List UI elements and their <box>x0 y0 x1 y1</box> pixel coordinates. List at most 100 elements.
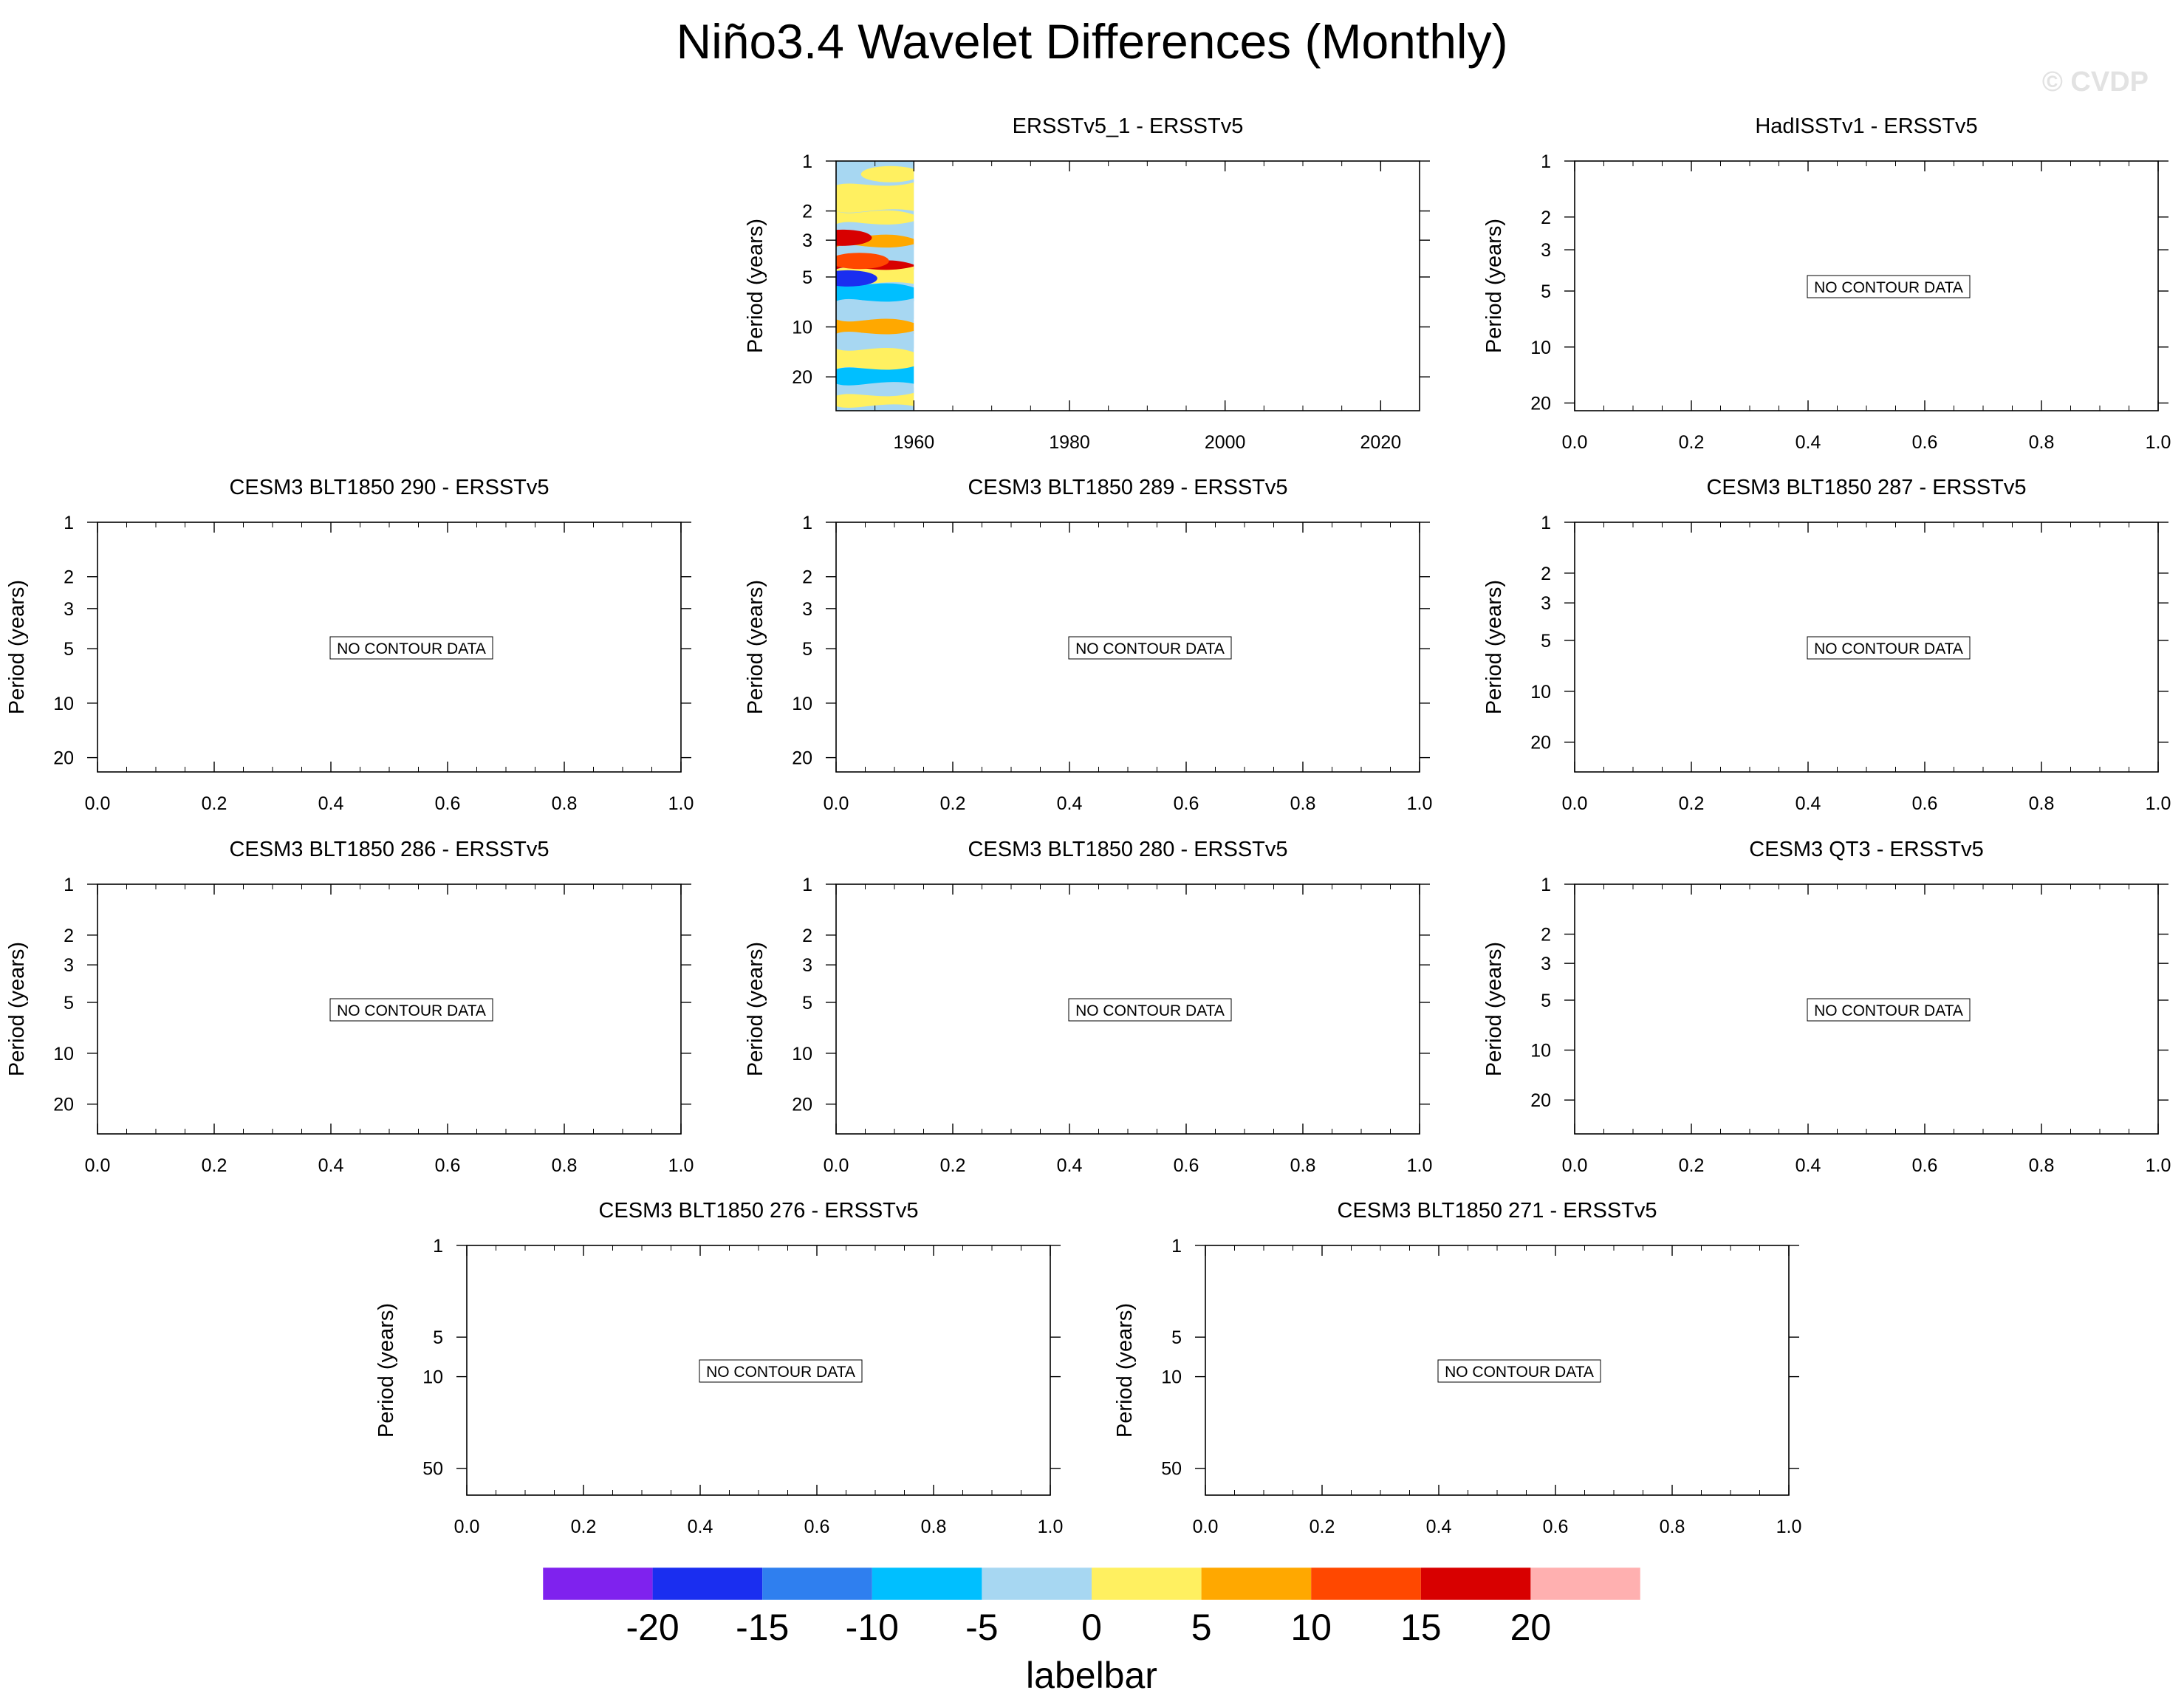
x-tick-label: 0.4 <box>1796 793 1821 814</box>
y-tick-label: 3 <box>802 599 812 620</box>
x-tick-label: 0.6 <box>435 1155 461 1176</box>
wavelet-band <box>836 348 914 372</box>
y-tick-label: 1 <box>802 151 812 172</box>
x-tick-label: 0.2 <box>1679 1155 1705 1176</box>
watermark: © CVDP <box>2041 66 2149 98</box>
y-tick-label: 10 <box>1530 682 1551 702</box>
no-data-box <box>329 998 493 1022</box>
x-tick-label: 0.4 <box>1796 1155 1821 1176</box>
colorbar-swatch <box>1092 1568 1202 1600</box>
y-tick-label: 20 <box>53 748 74 769</box>
panel-4: CESM3 BLT1850 289 - ERSSTv5 NO CONTOUR DA… <box>744 476 1432 814</box>
y-tick-label: 2 <box>64 567 74 588</box>
x-tick-label: 0.4 <box>1796 432 1821 453</box>
x-tick-label: 0.6 <box>1912 432 1938 453</box>
colorbar-swatch <box>543 1568 653 1600</box>
x-tick-label: 0.6 <box>1174 793 1199 814</box>
panel-8: CESM3 QT3 - ERSSTv5 NO CONTOUR DATA 0.0 0.2… <box>1482 838 2171 1176</box>
y-tick-label: 10 <box>53 694 74 714</box>
x-tick-label: 0.2 <box>940 1155 966 1176</box>
y-tick-label: 2 <box>802 202 812 222</box>
wavelet-blob <box>836 253 889 270</box>
colorbar-tick-label: 20 <box>1510 1607 1552 1648</box>
y-tick-label: 10 <box>792 694 812 714</box>
y-axis-label: Period (years) <box>5 580 29 714</box>
panel-2: HadISSTv1 - ERSSTv5 NO CONTOUR DATA 0.0 0.2… <box>1482 114 2171 453</box>
x-tick-label: 1.0 <box>1407 793 1433 814</box>
x-tick-label: 0.8 <box>2029 432 2055 453</box>
no-data-box <box>1437 1359 1601 1383</box>
wavelet-blob <box>836 270 877 287</box>
colorbar-swatch <box>1311 1568 1421 1600</box>
wavelet-blob <box>860 165 914 182</box>
no-data-label: NO CONTOUR DATA <box>1075 640 1225 657</box>
x-tick-label: 0.6 <box>1912 1155 1938 1176</box>
x-tick-label: 1.0 <box>668 793 694 814</box>
colorbar-swatch <box>872 1568 982 1600</box>
y-tick-label: 1 <box>1541 513 1551 533</box>
y-tick-label: 10 <box>422 1367 443 1388</box>
x-tick-label: 0.8 <box>1290 1155 1316 1176</box>
x-tick-label: 1.0 <box>2146 432 2171 453</box>
colorbar-swatch <box>652 1568 763 1600</box>
y-tick-label: 10 <box>53 1044 74 1064</box>
y-tick-label: 1 <box>1171 1236 1182 1257</box>
x-tick-label: 0.8 <box>552 1155 578 1176</box>
x-tick-label: 0.6 <box>1543 1517 1569 1537</box>
colorbar-tick-label: -5 <box>965 1607 998 1648</box>
x-tick-label: 0.4 <box>1057 1155 1083 1176</box>
colorbar-swatch <box>762 1568 872 1600</box>
y-tick-label: 20 <box>792 748 812 769</box>
x-tick-label: 1960 <box>894 432 935 453</box>
no-data-label: NO CONTOUR DATA <box>1814 1002 1963 1019</box>
y-tick-label: 5 <box>64 993 74 1013</box>
x-tick-label: 0.8 <box>1290 793 1316 814</box>
x-tick-label: 0.0 <box>454 1517 480 1537</box>
x-tick-label: 0.0 <box>1193 1517 1219 1537</box>
panel-title: CESM3 BLT1850 286 - ERSSTv5 <box>229 838 549 861</box>
x-tick-label: 1.0 <box>1407 1155 1433 1176</box>
panel-title: CESM3 QT3 - ERSSTv5 <box>1749 838 1983 861</box>
x-tick-label: 0.8 <box>2029 793 2055 814</box>
x-tick-label: 0.4 <box>1426 1517 1452 1537</box>
x-tick-label: 2020 <box>1360 432 1402 453</box>
y-axis-label: Period (years) <box>1482 219 1506 353</box>
x-tick-label: 0.4 <box>688 1517 713 1537</box>
x-tick-label: 0.0 <box>1562 432 1588 453</box>
y-tick-label: 1 <box>802 513 812 533</box>
y-tick-label: 5 <box>802 639 812 660</box>
x-tick-label: 1.0 <box>2146 1155 2171 1176</box>
y-tick-label: 20 <box>1530 394 1551 414</box>
x-tick-label: 0.6 <box>1912 793 1938 814</box>
y-axis-label: Period (years) <box>1482 580 1506 714</box>
y-tick-label: 1 <box>1541 875 1551 895</box>
y-tick-label: 3 <box>1541 593 1551 614</box>
y-tick-label: 20 <box>792 367 812 388</box>
figure-title: Niño3.4 Wavelet Differences (Monthly) <box>676 14 1508 69</box>
x-tick-label: 0.8 <box>2029 1155 2055 1176</box>
y-tick-label: 2 <box>802 567 812 588</box>
y-tick-label: 1 <box>1541 151 1551 172</box>
y-tick-label: 1 <box>64 875 74 895</box>
wavelet-band <box>836 283 914 304</box>
y-tick-label: 3 <box>802 230 812 251</box>
y-axis-label: Period (years) <box>1113 1303 1137 1438</box>
colorbar: -20 -15 -10 -5 0 5 10 15 20 labelbar <box>542 1567 1641 1696</box>
y-tick-label: 1 <box>433 1236 443 1257</box>
panel-title: ERSSTv5_1 - ERSSTv5 <box>1013 114 1244 138</box>
y-tick-label: 20 <box>792 1095 812 1115</box>
x-tick-label: 0.8 <box>552 793 578 814</box>
panel-1: ERSSTv5_1 - ERSSTv5 1960 1980 2000 2020 1 2 3 5 1… <box>744 114 1430 453</box>
no-data-label: NO CONTOUR DATA <box>1075 1002 1225 1019</box>
colorbar-swatch <box>982 1568 1092 1600</box>
y-tick-label: 3 <box>802 955 812 976</box>
no-data-label: NO CONTOUR DATA <box>1445 1364 1594 1381</box>
panel-3: CESM3 BLT1850 290 - ERSSTv5 NO CONTOUR DA… <box>5 476 694 814</box>
panel-title: CESM3 BLT1850 280 - ERSSTv5 <box>968 838 1287 861</box>
colorbar-label: labelbar <box>1026 1655 1157 1696</box>
y-tick-label: 20 <box>1530 1090 1551 1111</box>
y-tick-label: 20 <box>1530 733 1551 753</box>
x-tick-label: 0.0 <box>85 1155 111 1176</box>
y-tick-label: 2 <box>1541 564 1551 584</box>
